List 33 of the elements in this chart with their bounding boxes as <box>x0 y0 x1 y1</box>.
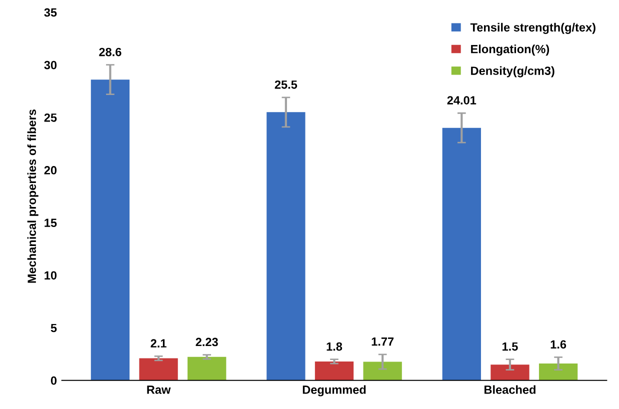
legend-label: Density(g/cm3) <box>471 66 554 78</box>
y-tick-label: 20 <box>44 166 57 174</box>
bar <box>538 364 578 380</box>
legend-label: Elongation(%) <box>471 44 550 56</box>
bar <box>139 358 178 380</box>
y-tick-label: 15 <box>44 218 57 228</box>
bar <box>363 362 402 380</box>
bar <box>314 361 354 380</box>
data-label: 1.6 <box>550 340 566 349</box>
data-label: 25.5 <box>274 80 298 89</box>
y-axis-title: Mechanical properties of fibers <box>27 110 38 283</box>
x-tick-label: Bleached <box>484 385 536 394</box>
data-label: 1.8 <box>326 342 342 351</box>
y-tick-label: 35 <box>44 8 57 17</box>
bar <box>442 128 481 380</box>
x-tick-label: Degummed <box>302 385 366 396</box>
bar <box>90 80 130 380</box>
data-label: 2.1 <box>150 339 166 348</box>
data-label: 28.6 <box>99 48 122 56</box>
y-tick-label: 10 <box>44 271 57 280</box>
y-tick-label: 5 <box>50 324 57 332</box>
data-label: 2.23 <box>196 338 218 346</box>
bar <box>490 364 530 380</box>
x-tick-label: Raw <box>147 386 171 394</box>
data-label: 1.5 <box>502 342 518 351</box>
data-label: 24.01 <box>447 96 476 104</box>
legend-label: Tensile strength(g/tex) <box>470 22 596 34</box>
data-label: 1.77 <box>372 338 394 346</box>
bar <box>188 356 226 380</box>
bar <box>266 112 306 380</box>
y-tick-label: 25 <box>44 113 57 122</box>
y-tick-label: 0 <box>50 376 57 385</box>
y-tick-label: 30 <box>44 60 57 70</box>
